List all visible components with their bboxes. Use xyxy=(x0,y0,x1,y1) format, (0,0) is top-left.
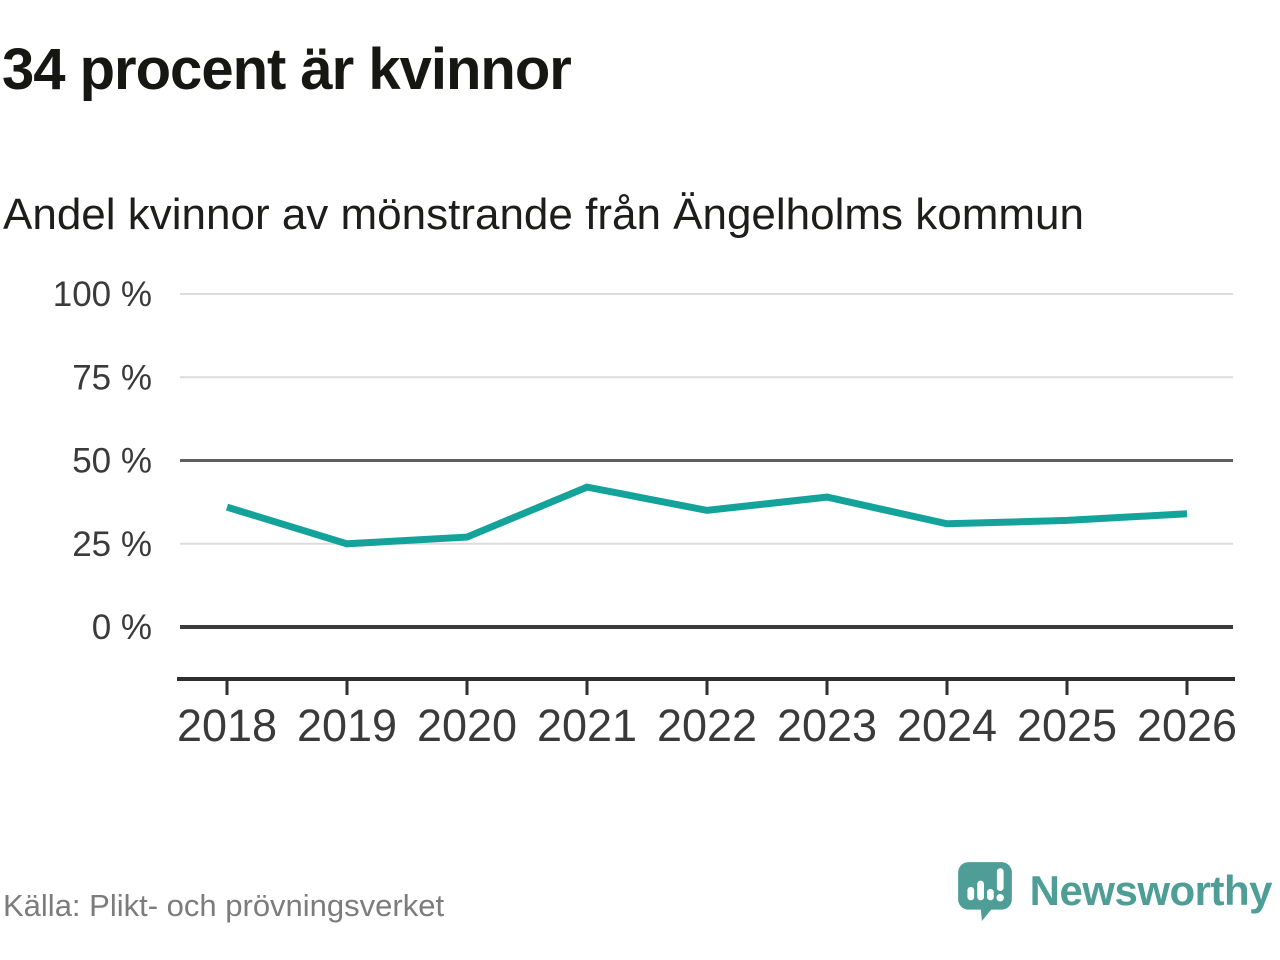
x-axis-tick-label: 2026 xyxy=(1137,700,1237,751)
chart-subtitle: Andel kvinnor av mönstrande från Ängelho… xyxy=(3,190,1084,239)
x-axis-tick-label: 2024 xyxy=(897,700,997,751)
y-axis-tick-label: 50 % xyxy=(72,442,152,481)
source-note: Källa: Plikt- och prövningsverket xyxy=(3,888,445,923)
x-axis-tick-label: 2025 xyxy=(1017,700,1117,751)
newsworthy-logo: Newsworthy xyxy=(954,860,1273,922)
x-axis-tick-label: 2018 xyxy=(177,700,277,751)
x-axis-tick-label: 2023 xyxy=(777,700,877,751)
y-axis-tick-label: 25 % xyxy=(72,525,152,564)
y-axis-tick-label: 0 % xyxy=(92,608,152,647)
y-axis-tick-label: 100 % xyxy=(53,275,152,314)
newsworthy-speech-bubble-bar-chart-icon xyxy=(954,860,1016,922)
x-axis-tick-label: 2020 xyxy=(417,700,517,751)
data-line-andel-kvinnor xyxy=(225,483,1188,548)
brand-name: Newsworthy xyxy=(1029,867,1273,914)
x-axis-tick-label: 2019 xyxy=(297,700,397,751)
y-axis-tick-label: 75 % xyxy=(72,358,152,397)
x-axis-tick-label: 2022 xyxy=(657,700,757,751)
page-title: 34 procent är kvinnor xyxy=(2,37,572,102)
x-axis-tick-label: 2021 xyxy=(537,700,637,751)
